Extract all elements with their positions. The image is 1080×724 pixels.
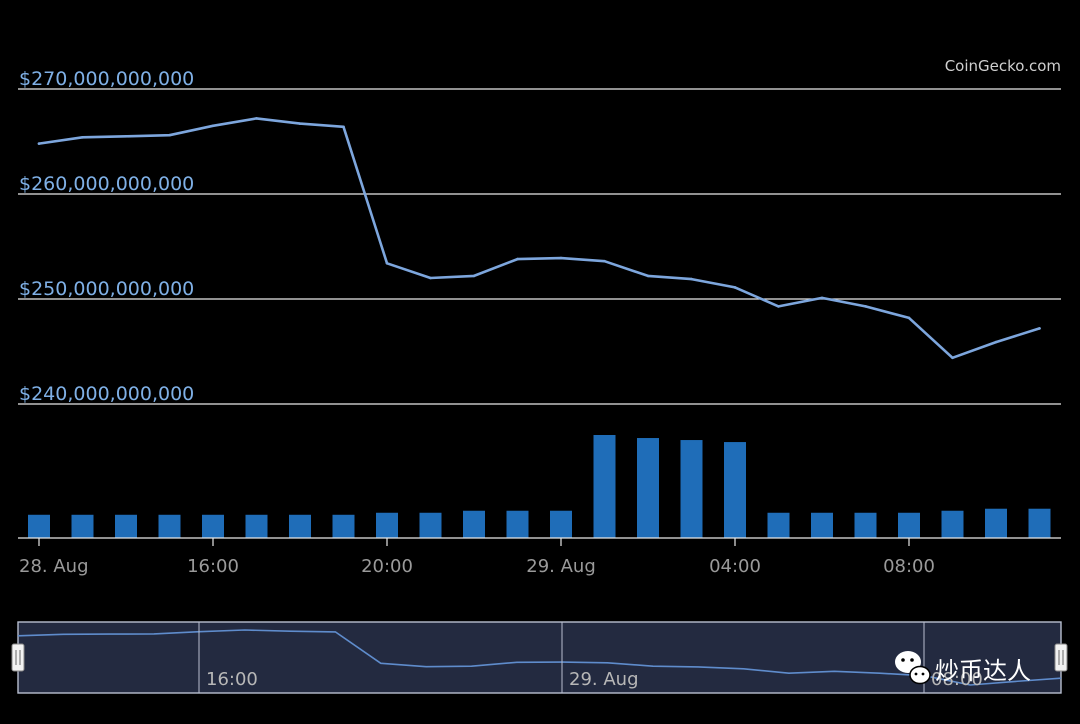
navigator-handle-left[interactable] bbox=[11, 643, 25, 672]
navigator-handle-right[interactable] bbox=[1054, 643, 1068, 672]
y-tick-label: $270,000,000,000 bbox=[19, 68, 194, 90]
drag-handle-icon[interactable] bbox=[1054, 643, 1068, 672]
navigator-tick-label: 08:00 bbox=[931, 669, 983, 690]
x-axis-ticks bbox=[38, 538, 910, 546]
x-tick-label: 20:00 bbox=[361, 556, 413, 577]
volume-bar bbox=[158, 514, 181, 538]
volume-bar bbox=[202, 514, 224, 538]
volume-bar bbox=[28, 514, 50, 538]
volume-bar bbox=[550, 510, 572, 538]
navigator-selection[interactable] bbox=[17, 621, 1062, 694]
volume-bar bbox=[854, 512, 877, 538]
y-tick-label: $250,000,000,000 bbox=[19, 278, 194, 300]
volume-bars bbox=[28, 435, 1051, 538]
volume-bar bbox=[767, 512, 790, 538]
price-point bbox=[690, 277, 693, 281]
volume-bar bbox=[637, 438, 659, 538]
x-tick-label: 16:00 bbox=[187, 556, 239, 577]
volume-bar bbox=[1028, 508, 1051, 538]
price-point bbox=[211, 124, 215, 128]
price-point bbox=[864, 305, 867, 308]
price-line bbox=[37, 117, 1041, 360]
price-point bbox=[733, 286, 737, 289]
volume-bar bbox=[376, 512, 398, 538]
watermark: 炒币达人 bbox=[895, 651, 1031, 685]
price-point bbox=[1038, 327, 1041, 330]
price-series bbox=[37, 117, 1041, 360]
volume-bar bbox=[811, 512, 833, 538]
x-tick-label: 28. Aug bbox=[19, 556, 89, 577]
volume-bar bbox=[593, 435, 616, 538]
navigator-series-line bbox=[17, 629, 1062, 686]
price-point bbox=[472, 274, 476, 278]
price-point bbox=[255, 117, 258, 120]
y-gridlines bbox=[18, 88, 1061, 405]
volume-bar bbox=[289, 514, 311, 538]
volume-bar bbox=[680, 440, 703, 538]
price-point bbox=[951, 356, 954, 360]
price-point bbox=[603, 259, 606, 263]
x-tick-label: 08:00 bbox=[883, 556, 935, 577]
volume-bar bbox=[506, 510, 529, 538]
y-tick-label: $260,000,000,000 bbox=[19, 173, 194, 195]
navigator-tick-label: 29. Aug bbox=[569, 669, 639, 690]
navigator[interactable]: 16:00 29. Aug 08:00 bbox=[11, 621, 1068, 694]
price-point bbox=[907, 316, 911, 320]
price-point bbox=[81, 136, 84, 139]
drag-handle-icon[interactable] bbox=[11, 643, 25, 672]
price-point bbox=[385, 262, 389, 265]
volume-bar bbox=[985, 508, 1007, 538]
volume-bar bbox=[332, 514, 355, 538]
volume-bar bbox=[941, 510, 964, 538]
price-point bbox=[646, 274, 650, 278]
price-point bbox=[516, 257, 519, 261]
price-point bbox=[124, 134, 128, 138]
volume-bar bbox=[419, 512, 442, 538]
volume-bar bbox=[115, 514, 137, 538]
credit-link[interactable]: CoinGecko.com bbox=[945, 57, 1061, 75]
price-point bbox=[820, 296, 824, 300]
price-point bbox=[777, 305, 780, 308]
watermark-text: 炒币达人 bbox=[935, 657, 1031, 685]
price-point bbox=[342, 125, 345, 129]
x-tick-label: 04:00 bbox=[709, 556, 761, 577]
volume-bar bbox=[724, 442, 746, 538]
volume-bar bbox=[71, 514, 94, 538]
volume-bar bbox=[245, 514, 268, 538]
y-tick-label: $240,000,000,000 bbox=[19, 383, 194, 405]
price-point bbox=[994, 340, 998, 344]
x-tick-label: 29. Aug bbox=[526, 556, 596, 577]
navigator-tick-label: 16:00 bbox=[206, 669, 258, 690]
price-point bbox=[559, 256, 563, 260]
volume-bar bbox=[898, 512, 920, 538]
wechat-icon bbox=[895, 651, 931, 685]
price-point bbox=[37, 142, 41, 145]
price-point bbox=[429, 276, 432, 280]
volume-bar bbox=[463, 510, 485, 538]
price-point bbox=[168, 133, 171, 137]
price-point bbox=[298, 122, 302, 125]
y-axis-labels: $270,000,000,000 $260,000,000,000 $250,000… bbox=[19, 68, 194, 405]
x-axis-labels: 28. Aug 16:00 20:00 29. Aug 04:00 08:00 bbox=[19, 556, 935, 577]
